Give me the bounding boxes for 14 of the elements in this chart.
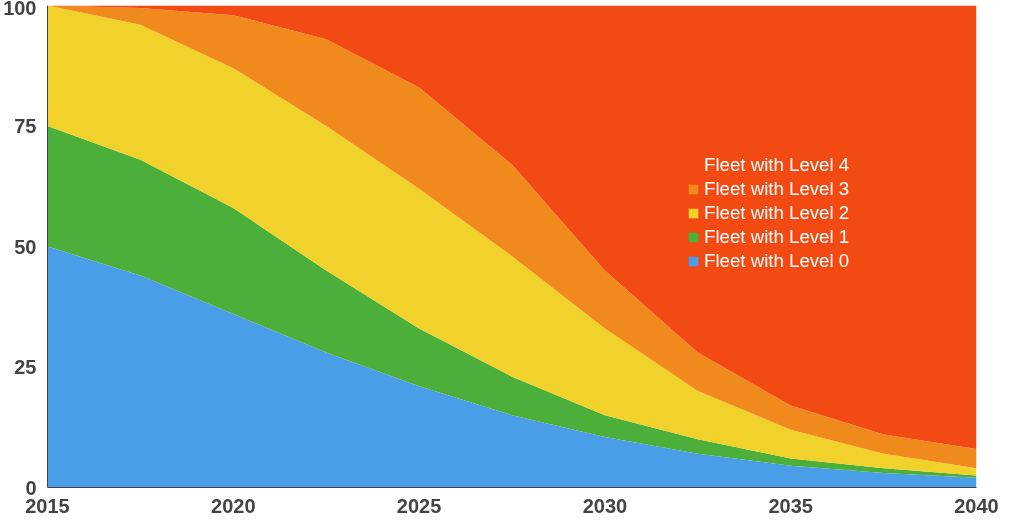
legend-label: Fleet with Level 2 bbox=[704, 202, 850, 224]
y-tick-label: 50 bbox=[14, 235, 37, 258]
legend-label: Fleet with Level 1 bbox=[704, 226, 850, 248]
y-tick-label: 75 bbox=[14, 115, 37, 137]
y-tick-label: 100 bbox=[3, 0, 37, 19]
series-label: Fleet with Level 4 bbox=[704, 154, 850, 176]
legend-label: Fleet with Level 0 bbox=[704, 250, 850, 272]
y-tick-label: 25 bbox=[14, 356, 37, 378]
x-tick-label: 2040 bbox=[954, 494, 999, 517]
x-tick-label: 2030 bbox=[582, 494, 628, 517]
x-tick-label: 2025 bbox=[396, 494, 442, 517]
legend-label: Fleet with Level 3 bbox=[704, 178, 850, 200]
x-tick-label: 2020 bbox=[211, 494, 256, 517]
x-tick-label: 2035 bbox=[768, 494, 813, 517]
